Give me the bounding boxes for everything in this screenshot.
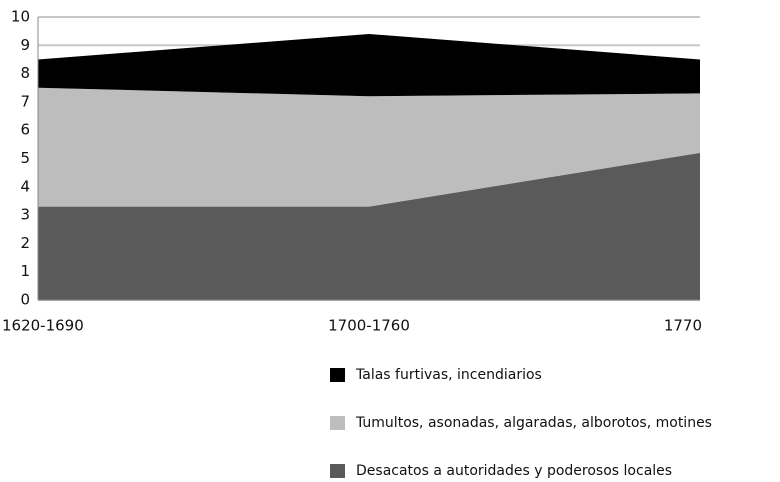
- y-tick-label: 4: [20, 177, 30, 195]
- x-tick-label: 1700-1760: [328, 317, 410, 335]
- legend-swatch: [330, 416, 345, 430]
- legend-swatch: [330, 368, 345, 382]
- legend-label: Talas furtivas, incendiarios: [355, 367, 542, 383]
- y-tick-label: 5: [20, 149, 30, 167]
- y-tick-label: 3: [20, 206, 30, 224]
- y-tick-label: 7: [20, 92, 30, 110]
- y-tick-label: 0: [20, 291, 30, 309]
- y-tick-label: 9: [20, 36, 30, 54]
- y-tick-label: 1: [20, 262, 30, 280]
- area: [38, 87, 700, 207]
- area: [38, 33, 700, 97]
- y-tick-label: 10: [11, 8, 30, 26]
- legend-label: Tumultos, asonadas, algaradas, alborotos…: [355, 415, 712, 431]
- area: [38, 152, 700, 300]
- legend-label: Desacatos a autoridades y poderosos loca…: [356, 463, 672, 479]
- x-tick-label: 1620-1690: [2, 317, 84, 335]
- legend-swatch: [330, 464, 345, 478]
- y-tick-label: 2: [20, 234, 30, 252]
- y-tick-label: 8: [20, 64, 30, 82]
- y-tick-label: 6: [20, 121, 30, 139]
- legend: Talas furtivas, incendiarios Tumultos, as…: [330, 367, 712, 479]
- x-tick-label: 1770: [664, 317, 702, 335]
